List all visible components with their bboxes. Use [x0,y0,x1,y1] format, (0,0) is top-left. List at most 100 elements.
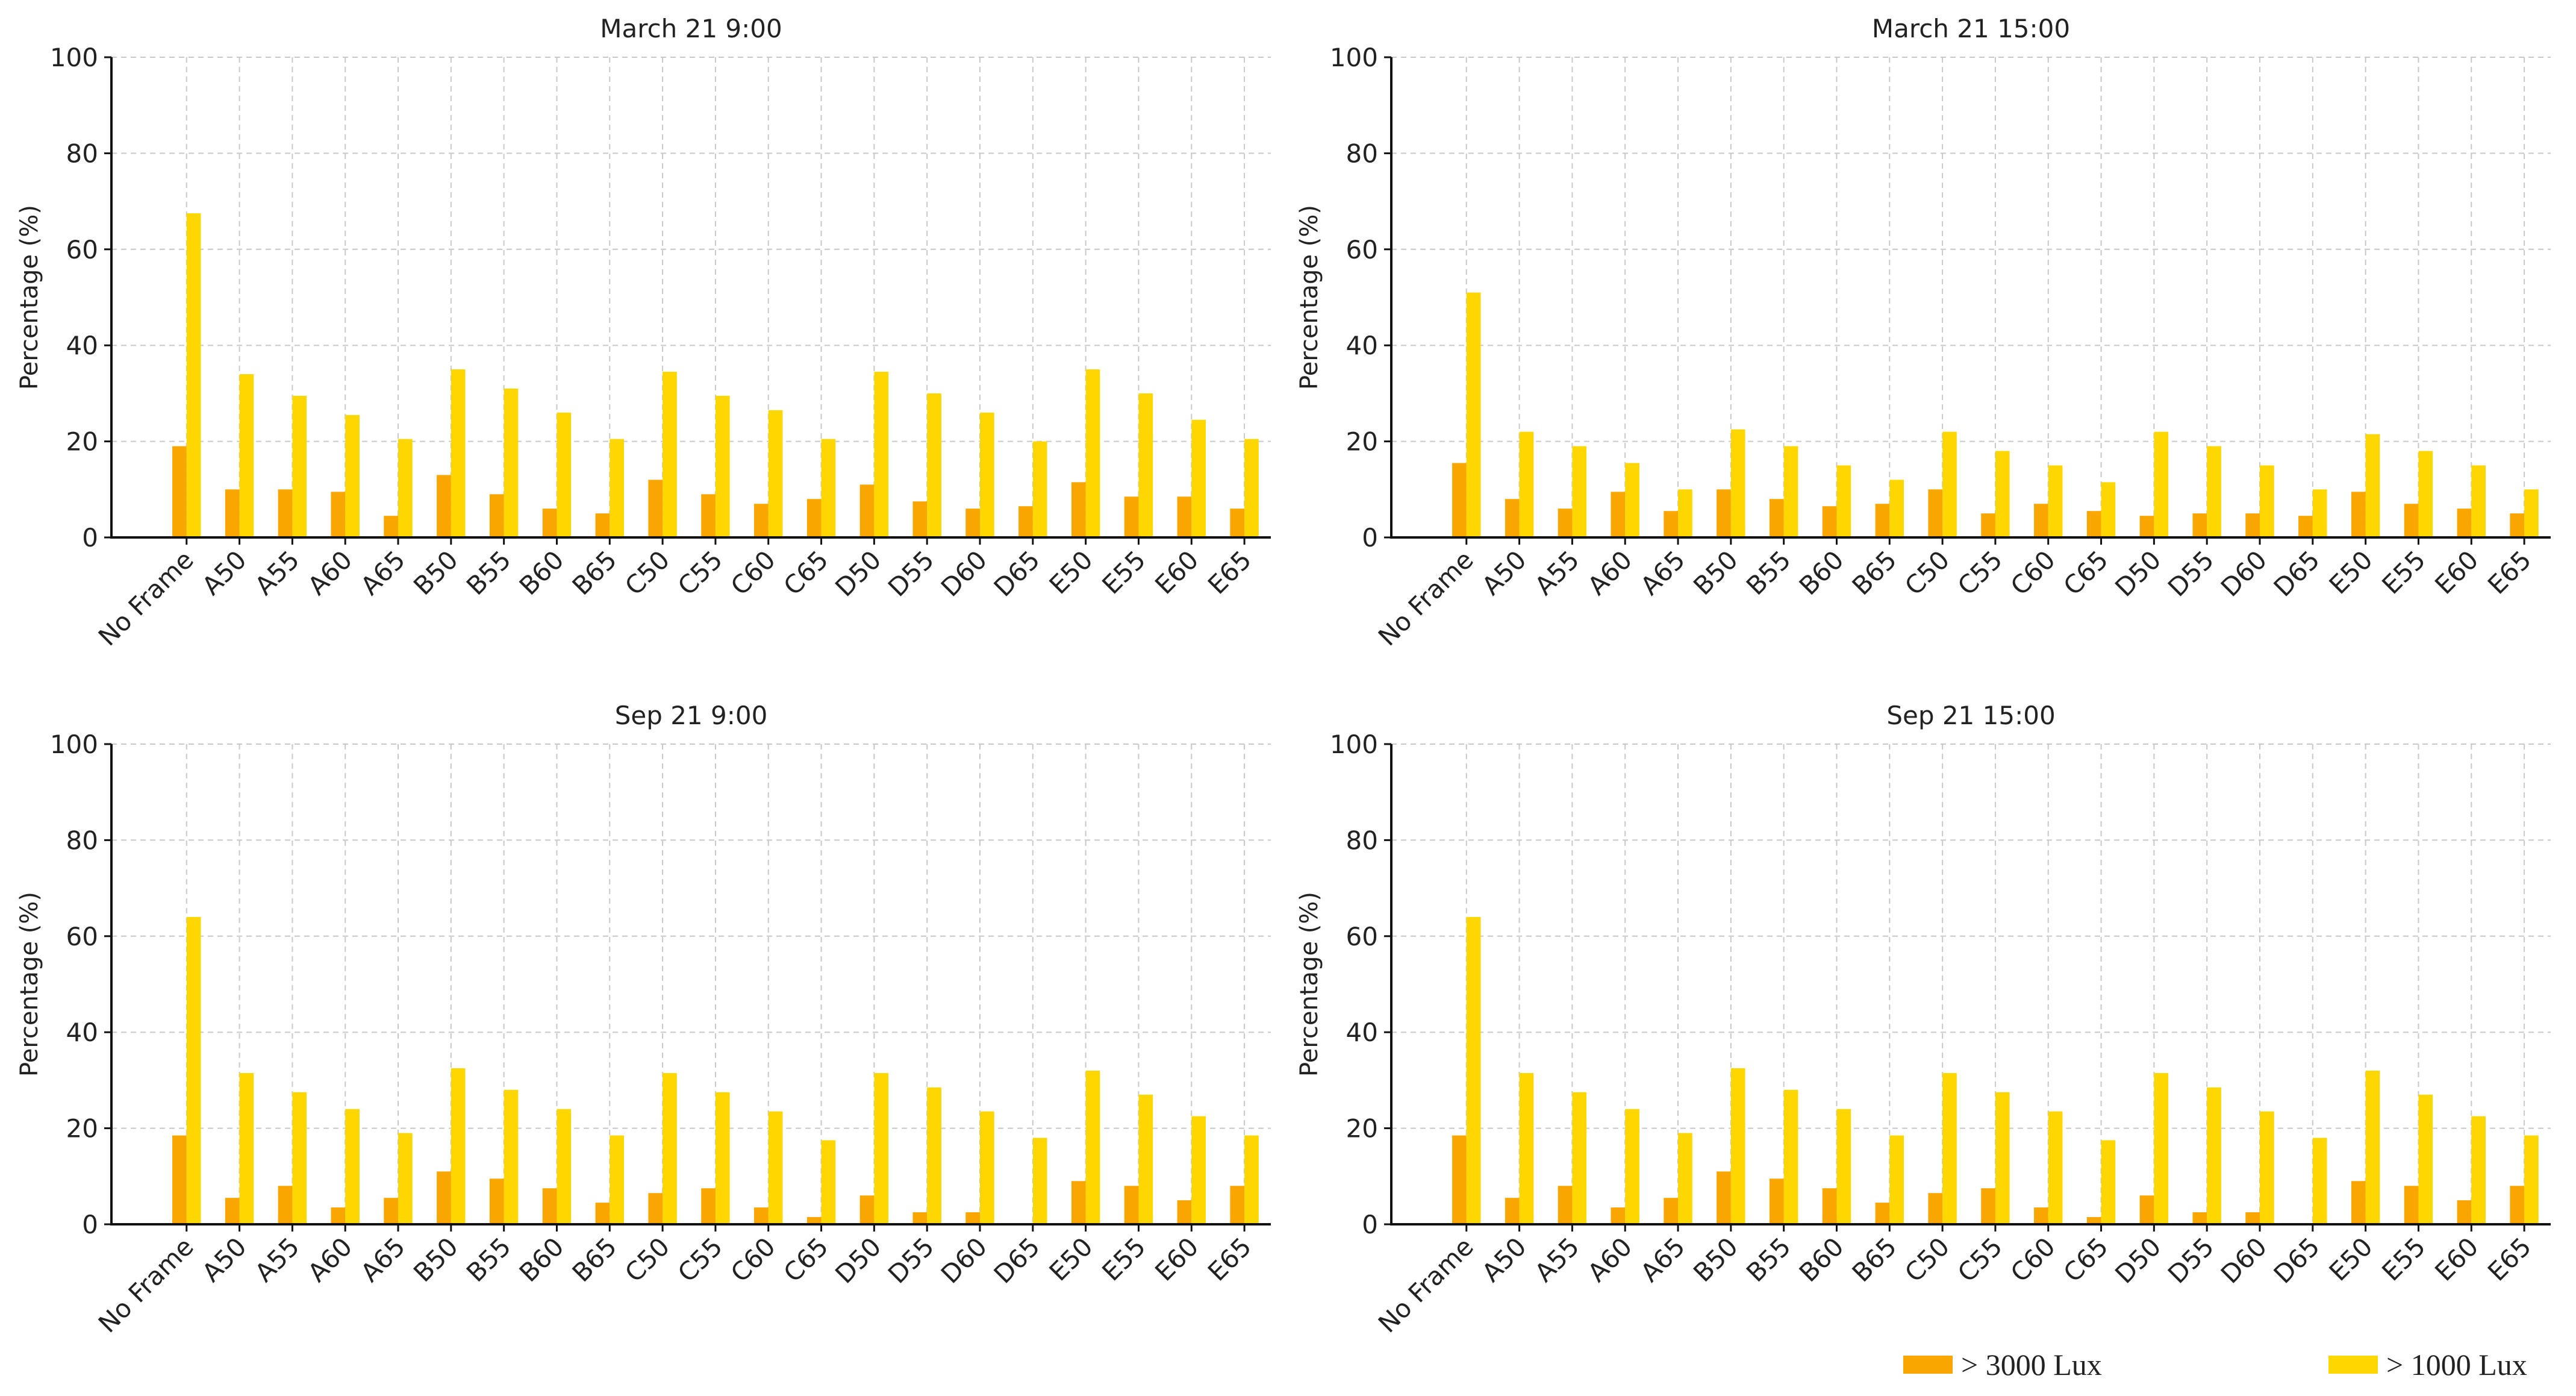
bar-gt-1000-lux-a60 [1625,1109,1639,1224]
x-tick-label-e50: E50 [2324,1232,2378,1286]
bar-gt-3000-lux-no-frame [172,1135,187,1224]
x-tick-label-c50: C50 [1899,545,1955,601]
x-tick-label-a50: A50 [1476,545,1532,601]
bar-gt-1000-lux-b55 [1783,446,1798,537]
bar-gt-1000-lux-a65 [1678,489,1692,537]
y-tick-label: 80 [66,139,98,168]
bar-gt-3000-lux-b65 [595,513,610,537]
bar-gt-1000-lux-c65 [2101,1140,2116,1224]
bar-gt-3000-lux-c50 [1928,1193,1943,1224]
x-tick-label-c55: C55 [1952,545,2008,601]
bar-gt-3000-lux-a50 [1505,499,1520,537]
legend-label-3000-lux: > 3000 Lux [1961,1348,2102,1382]
bar-gt-3000-lux-b65 [1875,504,1890,537]
bar-gt-1000-lux-d50 [2154,431,2169,537]
bar-gt-3000-lux-a55 [278,489,293,537]
bar-gt-1000-lux-a50 [239,374,254,537]
bar-gt-1000-lux-no-frame [186,213,201,537]
bar-gt-1000-lux-c50 [663,1072,677,1224]
bar-gt-1000-lux-no-frame [1466,292,1481,537]
x-tick-label-c65: C65 [2057,545,2113,601]
bar-gt-3000-lux-no-frame [172,446,187,537]
chart-title: March 21 9:00 [600,14,782,43]
y-tick-label: 20 [66,1114,98,1144]
bar-gt-3000-lux-a50 [1505,1198,1520,1224]
bar-gt-1000-lux-b50 [1730,429,1745,537]
x-tick-label-a60: A60 [302,1232,358,1288]
y-tick-label: 60 [66,922,98,951]
bar-gt-3000-lux-c65 [806,1217,822,1224]
x-tick-label-a60: A60 [1582,545,1638,601]
bar-gt-1000-lux-e60 [1191,1116,1206,1224]
x-tick-label-b60: B60 [1794,1232,1850,1288]
x-tick-label-e60: E60 [1149,545,1204,599]
x-tick-label-d55: D55 [2162,545,2219,602]
y-tick-label: 100 [1330,43,1378,72]
bar-gt-1000-lux-a50 [1519,1072,1534,1224]
y-tick-label: 80 [66,825,98,855]
bar-gt-1000-lux-e50 [2365,434,2380,537]
bar-gt-1000-lux-d60 [980,1111,994,1224]
bar-gt-1000-lux-b55 [504,388,519,537]
bar-gt-1000-lux-e55 [2418,451,2433,537]
bar-gt-3000-lux-b65 [1875,1203,1890,1224]
bar-gt-3000-lux-c50 [1928,489,1943,537]
bar-gt-1000-lux-e55 [2418,1094,2433,1224]
x-tick-label-c65: C65 [778,545,834,601]
x-tick-label-c50: C50 [619,545,675,601]
x-tick-label-b55: B55 [461,545,517,601]
bar-gt-3000-lux-d50 [2139,516,2154,537]
bar-gt-1000-lux-c60 [768,1111,783,1224]
bar-gt-1000-lux-c50 [1942,431,1957,537]
bar-gt-3000-lux-e50 [2351,492,2366,537]
bar-gt-1000-lux-d50 [2154,1072,2169,1224]
bar-gt-3000-lux-a55 [278,1186,293,1224]
bar-gt-3000-lux-c60 [2034,504,2048,537]
x-tick-label-e65: E65 [1202,545,1257,599]
x-tick-label-c60: C60 [2005,1232,2061,1288]
bar-gt-3000-lux-a60 [331,492,346,537]
x-tick-label-e50: E50 [1044,545,1099,599]
bar-gt-3000-lux-e65 [1230,1186,1245,1224]
bar-gt-3000-lux-b50 [437,1171,451,1224]
bar-gt-1000-lux-a55 [292,1092,307,1224]
x-tick-label-d50: D50 [2109,1232,2166,1289]
bar-gt-3000-lux-c55 [1981,1188,1995,1224]
y-tick-label: 40 [1346,331,1378,360]
bar-gt-1000-lux-b65 [1889,480,1904,537]
bar-gt-1000-lux-d65 [2312,489,2327,537]
bar-gt-3000-lux-b65 [595,1203,610,1224]
bar-gt-1000-lux-b50 [1730,1068,1745,1224]
bar-gt-3000-lux-c65 [2086,511,2101,537]
bar-gt-3000-lux-a60 [1611,492,1626,537]
bar-gt-1000-lux-d65 [2312,1138,2327,1224]
bar-gt-3000-lux-b55 [1769,499,1784,537]
bar-gt-1000-lux-d65 [1032,1138,1047,1224]
bar-gt-3000-lux-c55 [1981,513,1995,537]
bar-gt-1000-lux-d60 [2260,465,2274,537]
bar-gt-3000-lux-b55 [1769,1178,1784,1224]
legend-item-3000-lux: > 3000 Lux [1903,1347,2102,1383]
x-tick-label-b65: B65 [567,1232,623,1288]
x-tick-label-b65: B65 [567,545,623,601]
bar-gt-3000-lux-d55 [912,501,928,537]
x-tick-label-a55: A55 [1529,1232,1585,1288]
bar-gt-1000-lux-e60 [2471,1116,2486,1224]
bar-gt-3000-lux-a60 [1611,1207,1626,1224]
x-tick-label-e55: E55 [2376,1232,2431,1286]
bar-gt-1000-lux-d50 [874,1072,889,1224]
y-tick-label: 80 [1346,139,1378,168]
bar-gt-3000-lux-a50 [225,1198,240,1224]
bar-gt-3000-lux-e65 [2510,513,2525,537]
bar-gt-3000-lux-e50 [2351,1181,2366,1224]
y-tick-label: 0 [1362,523,1378,552]
x-tick-label-b60: B60 [514,1232,570,1288]
x-tick-label-no-frame: No Frame [1373,545,1479,651]
bar-gt-1000-lux-d50 [874,372,889,537]
bar-gt-3000-lux-a55 [1558,509,1573,537]
x-tick-label-a50: A50 [1476,1232,1532,1288]
x-tick-label-d65: D65 [2268,545,2325,602]
x-tick-label-b50: B50 [408,1232,464,1288]
x-tick-label-b50: B50 [1688,545,1744,601]
y-tick-label: 100 [1330,730,1378,759]
